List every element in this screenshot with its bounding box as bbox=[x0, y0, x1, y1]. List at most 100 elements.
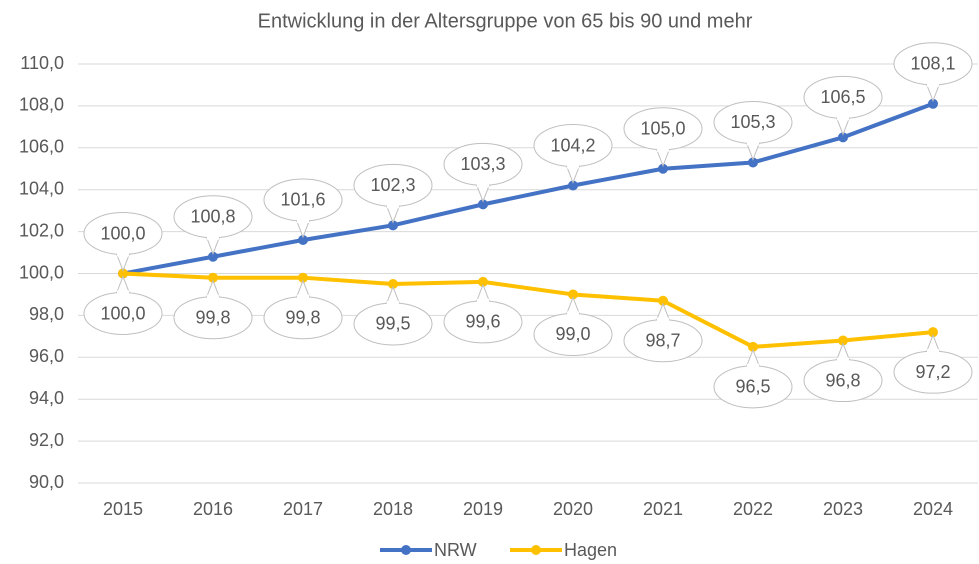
point bbox=[748, 157, 758, 168]
callout-pointer bbox=[385, 204, 401, 224]
data-label: 100,8 bbox=[190, 206, 235, 226]
callout-gap bbox=[207, 234, 219, 240]
callout-pointer bbox=[565, 164, 581, 184]
x-tick-label: 2021 bbox=[643, 499, 683, 519]
callout-pointer bbox=[115, 252, 131, 272]
callout-gap bbox=[837, 115, 849, 121]
callout-pointer bbox=[295, 279, 311, 299]
data-label: 102,3 bbox=[370, 175, 415, 195]
callout-pointer bbox=[655, 147, 671, 168]
point bbox=[838, 132, 848, 143]
callout-pointer bbox=[475, 183, 491, 203]
callout-gap bbox=[477, 182, 489, 188]
y-tick-label: 108,0 bbox=[19, 95, 64, 115]
callout-gap bbox=[117, 290, 129, 296]
callout-pointer bbox=[475, 283, 491, 304]
y-tick-label: 96,0 bbox=[29, 346, 64, 366]
data-label: 101,6 bbox=[280, 190, 325, 210]
data-label: 98,7 bbox=[645, 330, 680, 350]
callout-pointer bbox=[925, 333, 941, 354]
callout-gap bbox=[297, 294, 309, 300]
callout-pointer bbox=[745, 141, 761, 161]
data-label: 106,5 bbox=[820, 87, 865, 107]
callout-gap bbox=[297, 217, 309, 223]
x-tick-label: 2019 bbox=[463, 499, 503, 519]
data-label: 99,0 bbox=[555, 324, 590, 344]
data-label: 108,1 bbox=[910, 54, 955, 74]
legend-label: NRW bbox=[434, 540, 477, 560]
point bbox=[658, 295, 668, 306]
data-label: 100,0 bbox=[100, 303, 145, 323]
y-tick-label: 100,0 bbox=[19, 262, 64, 282]
callout-pointer bbox=[205, 235, 221, 256]
legend-label: Hagen bbox=[564, 540, 617, 560]
y-tick-label: 110,0 bbox=[20, 53, 64, 73]
point bbox=[208, 272, 218, 283]
data-label: 96,8 bbox=[825, 370, 860, 390]
y-tick-label: 90,0 bbox=[29, 472, 64, 492]
data-label: 100,0 bbox=[100, 223, 145, 243]
callout-gap bbox=[117, 251, 129, 257]
point bbox=[928, 98, 938, 109]
point bbox=[118, 268, 128, 279]
callout-gap bbox=[477, 298, 489, 304]
point bbox=[478, 276, 488, 287]
callout-pointer bbox=[565, 296, 581, 316]
callout-pointer bbox=[115, 275, 131, 295]
point bbox=[658, 163, 668, 174]
x-tick-label: 2022 bbox=[733, 499, 773, 519]
callout-gap bbox=[657, 146, 669, 152]
callout-pointer bbox=[925, 82, 941, 103]
callout-gap bbox=[747, 140, 759, 146]
callout-gap bbox=[387, 300, 399, 306]
data-label: 103,3 bbox=[460, 154, 505, 174]
legend-marker bbox=[531, 545, 541, 555]
x-tick-label: 2018 bbox=[373, 499, 413, 519]
x-tick-label: 2020 bbox=[553, 499, 593, 519]
point bbox=[748, 341, 758, 352]
point bbox=[478, 199, 488, 210]
point bbox=[568, 180, 578, 191]
callout-pointer bbox=[205, 279, 221, 299]
point bbox=[388, 220, 398, 231]
callout-pointer bbox=[745, 348, 761, 369]
callout-gap bbox=[837, 357, 849, 363]
callout-gap bbox=[387, 203, 399, 209]
x-tick-label: 2024 bbox=[913, 499, 953, 519]
y-tick-label: 106,0 bbox=[19, 137, 64, 157]
x-tick-label: 2015 bbox=[103, 499, 143, 519]
callout-gap bbox=[927, 349, 939, 355]
callout-pointer bbox=[835, 342, 851, 362]
data-label: 104,2 bbox=[550, 135, 595, 155]
x-tick-label: 2017 bbox=[283, 499, 323, 519]
y-tick-label: 92,0 bbox=[29, 430, 64, 450]
y-tick-label: 104,0 bbox=[19, 178, 64, 198]
point bbox=[298, 234, 308, 245]
point bbox=[388, 278, 398, 289]
series-line bbox=[122, 271, 934, 349]
data-label: 105,3 bbox=[730, 112, 775, 132]
point bbox=[568, 289, 578, 300]
series-line bbox=[122, 101, 934, 276]
callout-gap bbox=[747, 363, 759, 369]
data-label: 105,0 bbox=[640, 119, 685, 139]
data-label: 99,6 bbox=[465, 312, 500, 332]
point bbox=[298, 272, 308, 283]
callout-gap bbox=[567, 163, 579, 169]
data-label: 99,8 bbox=[285, 307, 320, 327]
callout-pointer bbox=[835, 116, 851, 136]
data-label: 99,8 bbox=[195, 307, 230, 327]
point bbox=[838, 335, 848, 346]
callout-gap bbox=[657, 317, 669, 323]
chart-title: Entwicklung in der Altersgruppe von 65 b… bbox=[258, 10, 753, 32]
callout-gap bbox=[567, 311, 579, 317]
callout-gap bbox=[207, 294, 219, 300]
data-label: 97,2 bbox=[915, 362, 950, 382]
callout-pointer bbox=[295, 218, 311, 239]
callout-pointer bbox=[385, 285, 401, 306]
data-label: 96,5 bbox=[735, 377, 770, 397]
x-tick-label: 2023 bbox=[823, 499, 863, 519]
x-tick-label: 2016 bbox=[193, 499, 233, 519]
y-tick-label: 102,0 bbox=[19, 220, 64, 240]
